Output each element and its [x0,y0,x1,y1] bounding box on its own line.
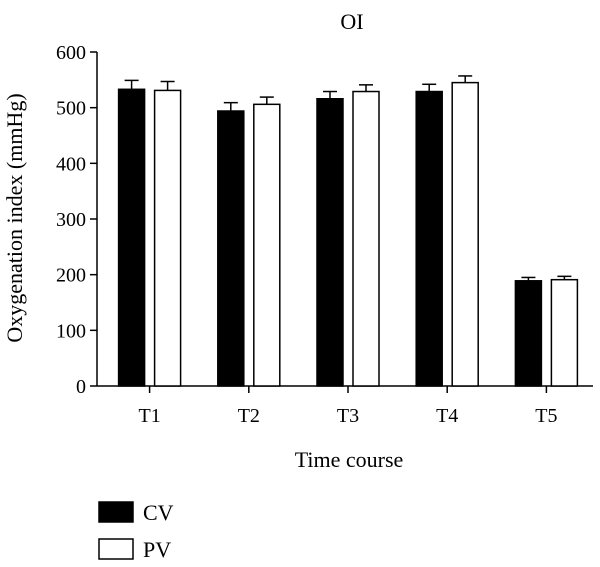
bar-series [117,75,579,387]
y-tick-label: 100 [56,320,86,342]
legend-label-cv: CV [143,500,174,525]
y-tick-label: 500 [56,98,86,120]
bar-pv [153,89,182,387]
y-tick-label: 600 [56,42,86,64]
bar-cv [514,280,543,387]
x-tick-label: T3 [337,405,359,427]
legend-label-pv: PV [143,537,171,562]
bar-cv [316,98,344,387]
x-tick-label: T1 [138,405,160,427]
y-tick-label: 300 [56,209,86,231]
legend-swatch-pv [98,538,134,560]
y-tick-label: 200 [56,265,86,287]
chart-title: OI [340,9,363,34]
bar-pv [550,278,579,387]
x-tick-label: T4 [436,405,458,427]
y-tick-label: 400 [56,153,86,175]
legend-swatch-cv [98,501,134,523]
legend: CV PV [98,500,174,562]
x-tick-label: T2 [238,405,260,427]
bar-pv [451,81,479,387]
y-axis: 0 100 200 300 400 500 600 [56,42,98,398]
bar-cv [415,90,443,387]
bar-pv [352,90,380,387]
x-tick-label: T5 [535,405,557,427]
y-tick-label: 0 [76,376,86,398]
x-axis: T1 T2 T3 T4 T5 [97,385,593,427]
y-axis-label: Oxygenation index (mmHg) [2,93,27,342]
bar-cv [217,110,245,387]
bar-pv [253,103,281,387]
bar-cv [117,88,146,387]
x-axis-label: Time course [295,447,404,472]
